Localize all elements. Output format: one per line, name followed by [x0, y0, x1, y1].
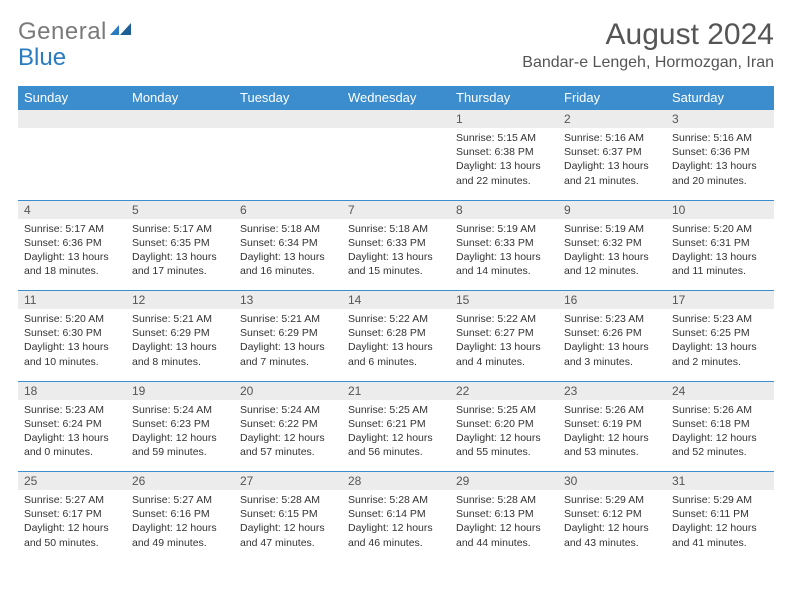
day-cell: Sunrise: 5:17 AMSunset: 6:36 PMDaylight:…	[18, 219, 126, 279]
day-number: 22	[450, 382, 558, 400]
day-cell: Sunrise: 5:26 AMSunset: 6:18 PMDaylight:…	[666, 400, 774, 460]
day-cell: Sunrise: 5:21 AMSunset: 6:29 PMDaylight:…	[234, 309, 342, 369]
day-cell: Sunrise: 5:23 AMSunset: 6:24 PMDaylight:…	[18, 400, 126, 460]
day-number: 27	[234, 472, 342, 490]
day-number: 1	[450, 110, 558, 128]
day-cell: Sunrise: 5:20 AMSunset: 6:30 PMDaylight:…	[18, 309, 126, 369]
day-cell: Sunrise: 5:24 AMSunset: 6:23 PMDaylight:…	[126, 400, 234, 460]
day-cell: Sunrise: 5:18 AMSunset: 6:33 PMDaylight:…	[342, 219, 450, 279]
day-number: 20	[234, 382, 342, 400]
day-number: 15	[450, 291, 558, 309]
day-number: 31	[666, 472, 774, 490]
day-cell: Sunrise: 5:28 AMSunset: 6:15 PMDaylight:…	[234, 490, 342, 550]
day-cell: Sunrise: 5:29 AMSunset: 6:11 PMDaylight:…	[666, 490, 774, 550]
day-cell: Sunrise: 5:28 AMSunset: 6:13 PMDaylight:…	[450, 490, 558, 550]
day-cell: Sunrise: 5:20 AMSunset: 6:31 PMDaylight:…	[666, 219, 774, 279]
day-number: 4	[18, 201, 126, 219]
logo-text-1: General	[18, 18, 107, 46]
month-title: August 2024	[522, 18, 774, 52]
logo-icon	[110, 18, 132, 46]
day-number: 23	[558, 382, 666, 400]
day-content-row: Sunrise: 5:27 AMSunset: 6:17 PMDaylight:…	[18, 490, 774, 562]
day-cell: Sunrise: 5:22 AMSunset: 6:28 PMDaylight:…	[342, 309, 450, 369]
day-number-row: 123	[18, 110, 774, 129]
header: General August 2024 Bandar-e Lengeh, Hor…	[18, 18, 774, 72]
day-number: 10	[666, 201, 774, 219]
day-number	[342, 110, 450, 128]
weekday-header: Friday	[558, 86, 666, 110]
day-number: 12	[126, 291, 234, 309]
day-number: 2	[558, 110, 666, 128]
day-cell: Sunrise: 5:17 AMSunset: 6:35 PMDaylight:…	[126, 219, 234, 279]
day-number: 6	[234, 201, 342, 219]
weekday-header-row: SundayMondayTuesdayWednesdayThursdayFrid…	[18, 86, 774, 110]
calendar-table: SundayMondayTuesdayWednesdayThursdayFrid…	[18, 86, 774, 562]
logo-text-2: Blue	[18, 44, 66, 72]
day-content-row: Sunrise: 5:20 AMSunset: 6:30 PMDaylight:…	[18, 309, 774, 381]
day-number: 19	[126, 382, 234, 400]
day-number: 29	[450, 472, 558, 490]
day-content-row: Sunrise: 5:17 AMSunset: 6:36 PMDaylight:…	[18, 219, 774, 291]
day-cell: Sunrise: 5:27 AMSunset: 6:17 PMDaylight:…	[18, 490, 126, 550]
day-cell: Sunrise: 5:19 AMSunset: 6:33 PMDaylight:…	[450, 219, 558, 279]
day-cell: Sunrise: 5:15 AMSunset: 6:38 PMDaylight:…	[450, 128, 558, 188]
day-number: 30	[558, 472, 666, 490]
weekday-header: Wednesday	[342, 86, 450, 110]
day-cell: Sunrise: 5:28 AMSunset: 6:14 PMDaylight:…	[342, 490, 450, 550]
weekday-header: Saturday	[666, 86, 774, 110]
day-cell: Sunrise: 5:24 AMSunset: 6:22 PMDaylight:…	[234, 400, 342, 460]
day-number-row: 11121314151617	[18, 291, 774, 310]
day-number: 8	[450, 201, 558, 219]
day-cell: Sunrise: 5:16 AMSunset: 6:36 PMDaylight:…	[666, 128, 774, 188]
day-number: 11	[18, 291, 126, 309]
day-cell: Sunrise: 5:27 AMSunset: 6:16 PMDaylight:…	[126, 490, 234, 550]
day-cell: Sunrise: 5:16 AMSunset: 6:37 PMDaylight:…	[558, 128, 666, 188]
day-number: 9	[558, 201, 666, 219]
day-number: 13	[234, 291, 342, 309]
logo: General	[18, 18, 132, 46]
weekday-header: Tuesday	[234, 86, 342, 110]
weekday-header: Sunday	[18, 86, 126, 110]
day-number: 14	[342, 291, 450, 309]
day-content-row: Sunrise: 5:23 AMSunset: 6:24 PMDaylight:…	[18, 400, 774, 472]
day-number-row: 45678910	[18, 200, 774, 219]
day-number	[234, 110, 342, 128]
day-cell: Sunrise: 5:18 AMSunset: 6:34 PMDaylight:…	[234, 219, 342, 279]
day-number: 18	[18, 382, 126, 400]
day-number: 17	[666, 291, 774, 309]
weekday-header: Monday	[126, 86, 234, 110]
day-number: 28	[342, 472, 450, 490]
day-content-row: Sunrise: 5:15 AMSunset: 6:38 PMDaylight:…	[18, 128, 774, 200]
day-number: 3	[666, 110, 774, 128]
day-number: 24	[666, 382, 774, 400]
day-cell: Sunrise: 5:23 AMSunset: 6:25 PMDaylight:…	[666, 309, 774, 369]
title-block: August 2024 Bandar-e Lengeh, Hormozgan, …	[522, 18, 774, 72]
day-cell: Sunrise: 5:25 AMSunset: 6:20 PMDaylight:…	[450, 400, 558, 460]
weekday-header: Thursday	[450, 86, 558, 110]
day-number: 25	[18, 472, 126, 490]
day-cell: Sunrise: 5:29 AMSunset: 6:12 PMDaylight:…	[558, 490, 666, 550]
day-number-row: 25262728293031	[18, 472, 774, 491]
day-cell: Sunrise: 5:19 AMSunset: 6:32 PMDaylight:…	[558, 219, 666, 279]
day-cell: Sunrise: 5:25 AMSunset: 6:21 PMDaylight:…	[342, 400, 450, 460]
location: Bandar-e Lengeh, Hormozgan, Iran	[522, 54, 774, 72]
day-cell: Sunrise: 5:22 AMSunset: 6:27 PMDaylight:…	[450, 309, 558, 369]
day-cell: Sunrise: 5:23 AMSunset: 6:26 PMDaylight:…	[558, 309, 666, 369]
day-number-row: 18192021222324	[18, 381, 774, 400]
day-number: 21	[342, 382, 450, 400]
day-cell: Sunrise: 5:26 AMSunset: 6:19 PMDaylight:…	[558, 400, 666, 460]
day-number	[126, 110, 234, 128]
day-number: 7	[342, 201, 450, 219]
day-number: 26	[126, 472, 234, 490]
day-cell: Sunrise: 5:21 AMSunset: 6:29 PMDaylight:…	[126, 309, 234, 369]
day-number	[18, 110, 126, 128]
day-number: 5	[126, 201, 234, 219]
day-number: 16	[558, 291, 666, 309]
